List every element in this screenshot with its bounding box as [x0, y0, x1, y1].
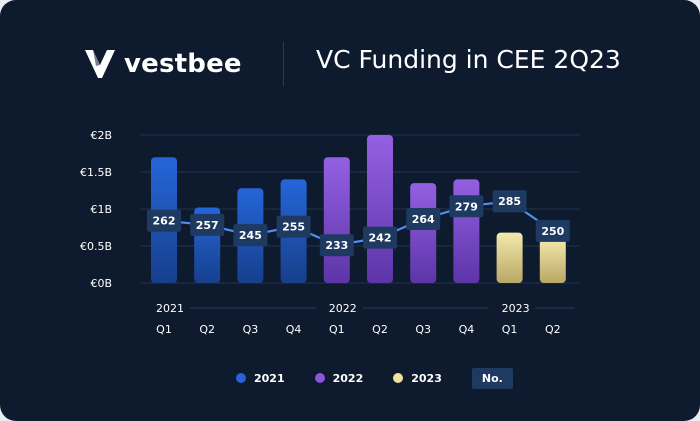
deal-count-box: [449, 195, 484, 218]
year-label-2022: 2022: [329, 302, 357, 315]
deal-count-label: 233: [325, 239, 348, 252]
legend-label-2023: 2023: [411, 371, 442, 385]
deal-count-label: 255: [282, 221, 305, 234]
x-tick-label: Q3: [243, 323, 259, 336]
y-tick-label: €1.5B: [80, 166, 112, 179]
brand: vestbee: [84, 46, 242, 82]
deal-count-label: 279: [455, 200, 478, 213]
chart-title: VC Funding in CEE 2Q23: [316, 45, 621, 74]
deal-count-box: [190, 213, 225, 236]
deal-count-line: [163, 200, 554, 247]
deal-count-label: 257: [196, 219, 219, 232]
deal-count-box: [535, 219, 570, 242]
legend-label-2021: 2021: [254, 371, 285, 385]
header-divider: [283, 42, 284, 86]
legend: 2021 2022 2023 No.: [236, 367, 513, 389]
x-tick-label: Q3: [415, 323, 431, 336]
deal-count-box: [319, 234, 354, 257]
legend-dot-2021: [236, 373, 246, 383]
y-tick-label: €0.5B: [80, 240, 112, 253]
bar-2022-Q3: [410, 183, 437, 283]
x-tick-label: Q4: [286, 323, 302, 336]
x-tick-label: Q2: [199, 323, 215, 336]
y-tick-label: €0B: [90, 277, 112, 290]
x-tick-label: Q1: [156, 323, 172, 336]
deal-count-label: 262: [153, 215, 176, 228]
deal-count-box: [406, 208, 441, 230]
deal-count-box: [492, 190, 527, 213]
legend-label-2022: 2022: [332, 371, 364, 385]
x-tick-label: Q1: [502, 323, 518, 336]
deal-count-label: 250: [541, 225, 564, 238]
bar-2023-Q1: [496, 232, 523, 283]
legend-item-2022: 2022: [314, 371, 364, 385]
deal-count-box: [276, 215, 311, 238]
legend-count-box: No.: [471, 367, 513, 389]
bar-2022-Q1: [323, 157, 350, 283]
year-label-2023: 2023: [502, 302, 530, 315]
deal-count-label: 264: [412, 213, 435, 226]
bar-2022-Q4: [453, 179, 480, 283]
brand-name: vestbee: [124, 49, 242, 79]
vestbee-logo-icon: [85, 50, 115, 78]
deal-count-box: [147, 209, 181, 232]
legend-dot-2023: [393, 373, 404, 383]
y-tick-label: €2B: [90, 129, 112, 142]
legend-item-2023: 2023: [393, 372, 442, 385]
y-tick-label: €1B: [90, 203, 112, 216]
year-label-2021: 2021: [156, 302, 184, 315]
deal-count-label: 242: [369, 232, 392, 245]
deal-count-box: [363, 226, 397, 249]
legend-item-2021: 2021: [236, 372, 285, 385]
bar-2023-Q2: [539, 238, 566, 283]
deal-count-box: [233, 224, 268, 247]
deal-count-label: 245: [239, 229, 262, 242]
x-tick-label: Q2: [545, 323, 561, 336]
x-tick-label: Q1: [329, 323, 345, 336]
bar-2022-Q2: [367, 135, 393, 283]
x-tick-label: Q2: [372, 323, 388, 336]
deal-count-label: 285: [498, 195, 521, 208]
legend-dot-2022: [314, 373, 325, 383]
x-tick-label: Q4: [459, 323, 475, 336]
